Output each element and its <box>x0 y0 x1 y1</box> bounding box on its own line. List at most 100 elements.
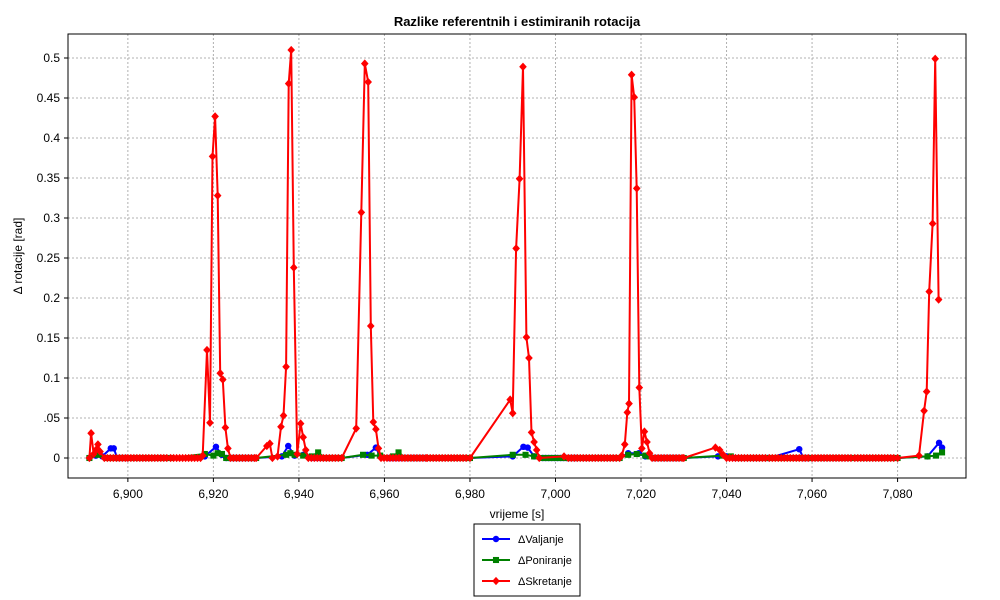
data-point <box>522 451 529 458</box>
data-point <box>531 453 538 460</box>
data-point <box>893 453 902 463</box>
data-point <box>315 449 322 456</box>
data-point <box>211 112 219 121</box>
y-axis-label: Δ rotacije [rad] <box>11 218 25 295</box>
data-point <box>374 444 383 453</box>
data-point <box>620 440 629 449</box>
data-point <box>508 409 517 418</box>
data-point <box>206 418 214 427</box>
data-point <box>210 452 217 459</box>
data-point <box>96 447 104 456</box>
data-point <box>360 451 367 458</box>
data-point <box>915 451 923 460</box>
data-point <box>213 191 222 200</box>
data-point <box>110 445 117 452</box>
legend-item: ΔValjanje <box>482 534 564 546</box>
data-point <box>395 449 402 456</box>
data-point <box>284 442 292 450</box>
data-point <box>221 423 230 432</box>
data-point <box>369 417 378 427</box>
plot-frame <box>67 33 967 479</box>
data-point <box>625 451 632 458</box>
data-point <box>357 208 366 217</box>
x-axis-label: vrijeme [s] <box>490 507 545 521</box>
data-point <box>939 449 946 456</box>
x-tick-label: 6,900 <box>113 487 143 501</box>
data-point <box>617 451 626 460</box>
data-point <box>935 439 943 447</box>
data-point <box>934 295 943 304</box>
data-point <box>524 444 531 451</box>
data-point <box>525 353 533 363</box>
data-point <box>715 445 724 455</box>
x-tick-label: 7,000 <box>540 487 570 501</box>
data-point <box>638 444 646 453</box>
x-tick-label: 7,020 <box>626 487 656 501</box>
data-point <box>287 450 294 457</box>
data-point <box>277 422 285 431</box>
data-point <box>645 449 654 458</box>
data-point <box>216 369 225 378</box>
y-tick-label: 0.5 <box>43 51 60 65</box>
x-tick-label: 7,080 <box>883 487 913 501</box>
series-line <box>88 49 940 459</box>
x-tick-label: 6,960 <box>369 487 399 501</box>
data-point <box>208 152 217 161</box>
data-point <box>535 453 544 463</box>
data-point <box>299 433 307 442</box>
data-point <box>506 395 514 404</box>
data-point <box>938 444 946 451</box>
data-point <box>198 451 207 460</box>
y-tick-label: 0.45 <box>37 91 61 105</box>
data-point <box>519 62 527 71</box>
data-point <box>532 445 541 455</box>
data-point <box>283 451 290 458</box>
data-point <box>85 453 94 463</box>
legend-label: ΔValjanje <box>518 534 564 546</box>
data-point <box>366 321 375 331</box>
data-point <box>203 345 211 355</box>
data-point <box>94 451 101 458</box>
data-point <box>162 453 171 463</box>
data-point <box>630 93 638 102</box>
data-point <box>632 184 641 193</box>
y-tick-label: .05 <box>43 411 60 425</box>
data-point <box>643 437 651 447</box>
y-tick-label: 0.15 <box>37 331 61 345</box>
data-point <box>640 427 649 436</box>
data-point <box>795 445 803 453</box>
x-tick-label: 6,940 <box>284 487 314 501</box>
data-point <box>218 375 227 384</box>
data-point <box>804 453 813 463</box>
data-point <box>296 419 305 428</box>
data-point <box>252 453 260 463</box>
data-point <box>515 174 524 183</box>
data-point <box>284 79 293 88</box>
data-point <box>87 429 95 438</box>
data-point <box>933 452 940 459</box>
data-point <box>512 244 520 253</box>
data-point <box>920 406 928 415</box>
data-point <box>94 440 102 449</box>
data-point <box>928 219 937 228</box>
data-point <box>364 77 372 87</box>
y-tick-label: 0.2 <box>43 291 60 305</box>
y-tick-label: 0.3 <box>43 211 60 225</box>
y-axis: 0 .05 0.1 0.15 0.2 0.25 0.3 0.35 0.4 0.45 0.5 <box>37 51 68 465</box>
data-point <box>337 453 346 463</box>
y-tick-label: 0.25 <box>37 251 61 265</box>
legend-item: ΔPoniranje <box>482 555 572 567</box>
data-point <box>889 453 898 463</box>
data-point <box>282 362 290 371</box>
data-point <box>462 453 470 463</box>
data-point <box>196 453 205 463</box>
y-tick-label: 0 <box>53 451 60 465</box>
data-point <box>530 437 538 447</box>
x-tick-label: 7,040 <box>712 487 742 501</box>
data-point <box>372 425 380 434</box>
data-point <box>642 452 649 459</box>
data-point <box>625 399 633 408</box>
series-ΔSkretanje <box>85 45 943 463</box>
data-point <box>212 443 220 451</box>
